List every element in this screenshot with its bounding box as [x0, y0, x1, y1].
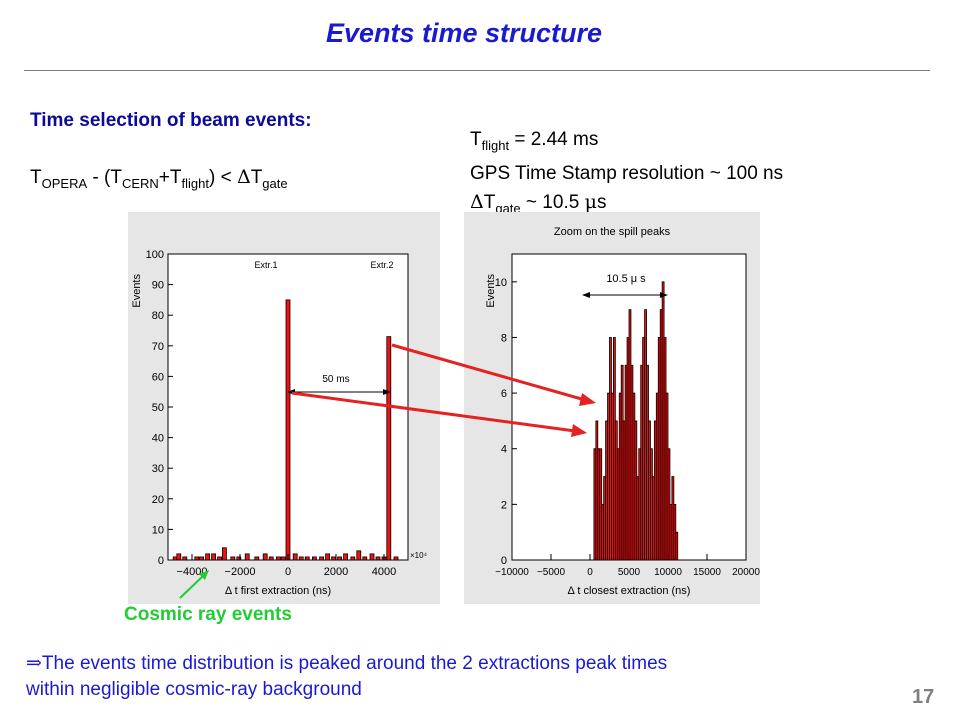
histogram-bar — [386, 336, 392, 561]
histogram-bar — [222, 547, 227, 561]
histogram-bar — [182, 556, 188, 561]
x-tick-label: −10000 — [495, 567, 529, 578]
first-extraction-histogram: 0 10 20 30 40 50 60 70 80 90 100 −4000 −2000 0 2000 40… — [128, 212, 440, 604]
histogram-bar — [211, 553, 216, 561]
histogram-bar — [285, 299, 291, 561]
page-number: 17 — [912, 686, 935, 708]
timing-parameters: Tflight = 2.44 ms GPS Time Stamp resolut… — [470, 126, 783, 223]
spill-peaks-histogram: Zoom on the spill peaks 0 2 4 6 8 10 −10000 −5… — [464, 212, 760, 604]
selection-heading: Time selection of beam events: — [30, 110, 312, 131]
x-axis-label: Δ t first extraction (ns) — [225, 585, 331, 597]
histogram-bar — [304, 556, 310, 561]
x-tick-label: −4000 — [177, 566, 208, 578]
extraction-1-label: Extr.1 — [254, 260, 277, 270]
x-axis-label: Δ t closest extraction (ns) — [568, 585, 691, 597]
histogram-bar — [369, 553, 375, 561]
y-tick-label: 30 — [152, 463, 164, 475]
histogram-bar — [393, 556, 399, 561]
extraction-2-label: Extr.2 — [370, 260, 393, 270]
histogram-bar — [362, 556, 368, 561]
y-tick-label: 6 — [501, 388, 507, 400]
y-tick-label: 100 — [146, 249, 164, 261]
arrowhead-left — [582, 292, 590, 298]
conclusion-text: ⇒The events time distribution is peaked … — [26, 652, 668, 700]
y-tick-label: 50 — [152, 402, 164, 414]
y-tick-label: 60 — [152, 371, 164, 383]
histogram-bar — [343, 553, 349, 561]
histogram-bar — [199, 556, 204, 561]
histogram-bar — [236, 556, 242, 561]
histogram-bar — [319, 556, 325, 561]
histogram-bar — [217, 556, 222, 561]
histogram-bar — [205, 553, 210, 561]
x-tick-label: 0 — [587, 567, 593, 578]
y-tick-label: 70 — [152, 341, 164, 353]
histogram-bar — [230, 556, 236, 561]
histogram-bar — [262, 553, 268, 561]
implies-arrow: ⇒ — [26, 652, 42, 674]
histogram-bar — [675, 531, 679, 561]
x-tick-label: 15000 — [693, 567, 721, 578]
cosmic-ray-label: Cosmic ray events — [124, 604, 292, 625]
x-tick-label: 10000 — [654, 567, 682, 578]
y-axis-label: Events — [485, 274, 497, 308]
y-tick-label: 10 — [495, 277, 507, 289]
y-tick-label: 0 — [501, 555, 507, 567]
x-tick-label: 0 — [285, 566, 291, 578]
x-tick-label: −5000 — [537, 567, 566, 578]
y-axis-label: Events — [131, 274, 143, 308]
y-tick-label: 2 — [501, 499, 507, 511]
histogram-bar — [194, 556, 200, 561]
histogram-bar — [356, 550, 362, 561]
histogram-bar — [292, 553, 298, 561]
gps-resolution-line: GPS Time Stamp resolution ~ 100 ns — [470, 163, 784, 184]
y-tick-label: 80 — [152, 310, 164, 322]
y-tick-label: 10 — [152, 524, 164, 536]
flight-time-line: Tflight = 2.44 ms — [470, 129, 599, 153]
histogram-bar — [254, 556, 260, 561]
histogram-bar — [298, 556, 304, 561]
x-tick-label: 5000 — [618, 567, 641, 578]
x-tick-label: 2000 — [324, 566, 348, 578]
histogram-bar — [331, 556, 337, 561]
separation-label: 50 ms — [322, 374, 349, 385]
y-tick-label: 40 — [152, 433, 164, 445]
y-tick-label: 0 — [158, 555, 164, 567]
zoom-title: Zoom on the spill peaks — [554, 226, 671, 238]
x-multiplier-label: ×10⁴ — [410, 551, 428, 560]
histogram-bar — [280, 556, 286, 561]
gate-width-label: 10.5 μ s — [606, 273, 646, 285]
histogram-bar — [350, 556, 356, 561]
histogram-bar — [311, 556, 317, 561]
arrowhead-right — [660, 292, 668, 298]
x-tick-label: 20000 — [732, 567, 760, 578]
time-selection-formula: TOPERA - (TCERN+Tflight) < ΔTgate — [30, 166, 288, 191]
x-tick-label: 4000 — [372, 566, 396, 578]
histogram-bar — [325, 553, 331, 561]
y-tick-label: 90 — [152, 280, 164, 292]
histogram-bar — [275, 556, 281, 561]
slide-title: Events time structure — [325, 18, 603, 48]
histogram-bar — [375, 556, 381, 561]
y-tick-label: 20 — [152, 494, 164, 506]
x-tick-label: −2000 — [225, 566, 256, 578]
y-tick-label: 8 — [501, 332, 507, 344]
y-tick-label: 4 — [501, 444, 507, 456]
title-divider — [24, 70, 930, 71]
histogram-bar — [337, 556, 343, 561]
histogram-bar — [244, 553, 250, 561]
histogram-bar — [176, 553, 182, 561]
histogram-bar — [268, 556, 274, 561]
